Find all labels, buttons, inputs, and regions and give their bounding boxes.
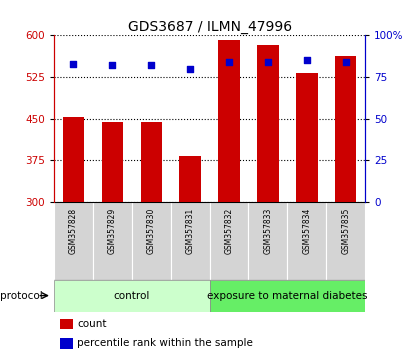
Bar (60, 319, 73, 329)
Text: exposure to maternal diabetes: exposure to maternal diabetes (207, 291, 368, 301)
Text: GSM357834: GSM357834 (303, 208, 311, 255)
Bar (54, 280, 210, 312)
Title: GDS3687 / ILMN_47996: GDS3687 / ILMN_47996 (127, 21, 292, 34)
Point (187, 66, 193, 72)
Text: count: count (77, 319, 107, 329)
Point (226, 59, 232, 65)
Bar (210, 280, 365, 312)
Text: GSM357829: GSM357829 (108, 208, 117, 254)
Bar (335, 56, 356, 202)
Text: GSM357828: GSM357828 (69, 208, 78, 254)
Bar (93, 202, 132, 280)
Point (265, 59, 271, 65)
Bar (326, 202, 365, 280)
Text: GSM357830: GSM357830 (147, 208, 156, 255)
Text: protocol: protocol (0, 291, 43, 301)
Bar (179, 156, 201, 202)
Text: percentile rank within the sample: percentile rank within the sample (77, 338, 253, 348)
Bar (141, 122, 162, 202)
Bar (287, 202, 326, 280)
Text: GSM357833: GSM357833 (264, 208, 272, 255)
Point (303, 57, 310, 63)
Bar (257, 45, 278, 202)
Point (70, 61, 77, 67)
Bar (249, 202, 287, 280)
Bar (296, 73, 317, 202)
Bar (63, 117, 84, 202)
Bar (102, 122, 123, 202)
Text: GSM357832: GSM357832 (225, 208, 234, 254)
Bar (171, 202, 210, 280)
Bar (54, 202, 93, 280)
Point (109, 63, 116, 68)
Text: GSM357835: GSM357835 (341, 208, 350, 255)
Bar (218, 40, 240, 202)
Text: GSM357831: GSM357831 (186, 208, 195, 254)
Bar (60, 338, 73, 349)
Bar (132, 202, 171, 280)
Text: control: control (114, 291, 150, 301)
Bar (210, 202, 249, 280)
Point (342, 59, 349, 65)
Point (148, 63, 154, 68)
